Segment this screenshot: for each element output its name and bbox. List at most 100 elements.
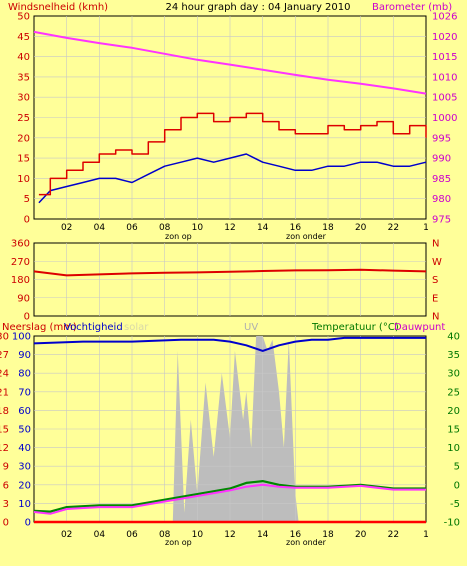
humidity-tick: 0: [25, 518, 31, 529]
panel3-right-ticks: -10 -5 0 5 10 15 20 25 30 35 40: [444, 332, 460, 529]
panel2-right-tick: S: [432, 275, 438, 286]
panel1-x-tick: 10: [192, 223, 204, 233]
panel1-left-ticks: 0 5 10 15 20 25 30 35 40 45 50: [17, 12, 30, 226]
panel1-x-ticks: 02 04 06 08 10 12 14 16 18 20 22 1: [61, 223, 429, 233]
temperature-tick: 10: [447, 443, 460, 454]
sunset-label-2: zon onder: [286, 538, 327, 547]
panel1-grid: [34, 16, 426, 219]
dewpoint-axis-label: Dauwpunt: [394, 322, 445, 333]
barometer-axis-label: Barometer (mb): [372, 2, 452, 13]
panel1-left-tick: 45: [17, 32, 30, 43]
wind-gust-line: [38, 112, 427, 196]
humidity-tick: 20: [18, 480, 31, 491]
panel3-x-tick: 06: [126, 530, 138, 540]
humidity-tick: 40: [18, 443, 31, 454]
humidity-tick: 100: [12, 332, 31, 343]
panel1-right-tick: 1010: [432, 72, 457, 83]
panel1-left-tick: 50: [17, 12, 30, 23]
panel1-right-tick: 985: [432, 174, 451, 185]
panel3-left-ticks: 0031062093012401550186021702480279030100: [0, 332, 31, 529]
panel1-left-tick: 20: [17, 133, 30, 144]
sunrise-label-2: zon op: [165, 538, 192, 547]
panel1-x-tick: 02: [61, 223, 72, 233]
panel3-x-tick: 10: [192, 530, 204, 540]
humidity-tick: 90: [18, 350, 31, 361]
panel2-right-tick: E: [432, 293, 438, 304]
panel1-right-tick: 995: [432, 133, 451, 144]
sunset-label: zon onder: [286, 232, 327, 241]
panel1-series: [33, 30, 427, 204]
panel3-x-tick: 14: [257, 530, 269, 540]
panel2-left-tick: 90: [17, 293, 30, 304]
panel1-x-tick: 12: [224, 223, 235, 233]
rain-tick: 0: [3, 518, 9, 529]
panel3-x-tick: 20: [355, 530, 367, 540]
panel3-x-ticks: 02 04 06 08 10 12 14 16 18 20 22 1: [61, 530, 429, 540]
panel3-x-tick: 02: [61, 530, 72, 540]
solar-label: solar: [124, 322, 149, 333]
wind-avg-line: [38, 153, 427, 204]
humidity-axis-label: Vochtigheid: [64, 322, 123, 333]
panel3-x-tick: 08: [159, 530, 171, 540]
temperature-tick: 35: [447, 350, 460, 361]
panel1-right-tick: 1026: [432, 12, 457, 23]
temperature-tick: 25: [447, 387, 460, 398]
temperature-tick: 5: [454, 462, 460, 473]
panel1-right-tick: 1020: [432, 32, 457, 43]
panel2-right-tick: N: [432, 312, 439, 323]
panel2-series: [33, 268, 427, 277]
rain-tick: 27: [0, 350, 9, 361]
wind-speed-axis-label: Windsnelheid (kmh): [8, 2, 108, 13]
rain-tick: 9: [3, 462, 9, 473]
panel3-x-tick: 1: [423, 530, 429, 540]
temperature-tick: -5: [450, 499, 460, 510]
temperature-line: [33, 480, 426, 513]
wind-direction-line: [33, 268, 427, 277]
humidity-tick: 50: [18, 425, 31, 436]
temperature-tick: 30: [447, 369, 460, 380]
panel1-right-tick: 975: [432, 215, 451, 226]
dewpoint-line: [33, 483, 426, 515]
panel1-right-tick: 1015: [432, 52, 457, 63]
rain-tick: 12: [0, 443, 9, 454]
rain-tick: 21: [0, 387, 9, 398]
panel1-x-tick: 22: [388, 223, 399, 233]
panel1-x-tick: 1: [423, 223, 429, 233]
humidity-tick: 60: [18, 406, 31, 417]
panel2-grid: [34, 243, 426, 316]
panel1-left-tick: 5: [24, 194, 30, 205]
rain-tick: 15: [0, 425, 9, 436]
rain-tick: 3: [3, 499, 9, 510]
rain-axis-label: Neerslag (mm): [2, 322, 77, 333]
panel1-left-tick: 40: [17, 52, 30, 63]
panel2-left-ticks: 0 90 180 270 360: [11, 239, 30, 323]
temperature-tick: -10: [444, 518, 460, 529]
temperature-tick: 0: [454, 480, 460, 491]
panel1-x-tick: 20: [355, 223, 367, 233]
panel3-x-tick: 16: [290, 530, 302, 540]
panel1-left-tick: 15: [17, 154, 30, 165]
humidity-tick: 10: [18, 499, 31, 510]
rain-tick: 6: [3, 480, 9, 491]
panel1-right-tick: 1000: [432, 113, 457, 124]
sunrise-label: zon op: [165, 232, 192, 241]
panel1-left-tick: 35: [17, 72, 30, 83]
panel1-left-tick: 25: [17, 113, 30, 124]
barometer-line: [33, 30, 427, 95]
humidity-tick: 80: [18, 369, 31, 380]
temperature-axis-label: Temperatuur (°C): [311, 322, 399, 333]
uv-label: UV: [244, 322, 258, 333]
panel1-x-tick: 16: [290, 223, 302, 233]
panel2-left-tick: 0: [24, 312, 30, 323]
temperature-tick: 15: [447, 425, 460, 436]
panel1-right-tick: 980: [432, 194, 451, 205]
panel1-x-tick: 14: [257, 223, 269, 233]
chart-title: 24 hour graph day : 04 January 2010: [166, 2, 351, 13]
panel1-x-tick: 06: [126, 223, 138, 233]
humidity-line: [33, 336, 426, 352]
rain-tick: 30: [0, 332, 9, 343]
panel1-right-tick: 990: [432, 154, 451, 165]
panel2-left-tick: 360: [11, 239, 30, 250]
panel1-left-tick: 10: [17, 174, 30, 185]
